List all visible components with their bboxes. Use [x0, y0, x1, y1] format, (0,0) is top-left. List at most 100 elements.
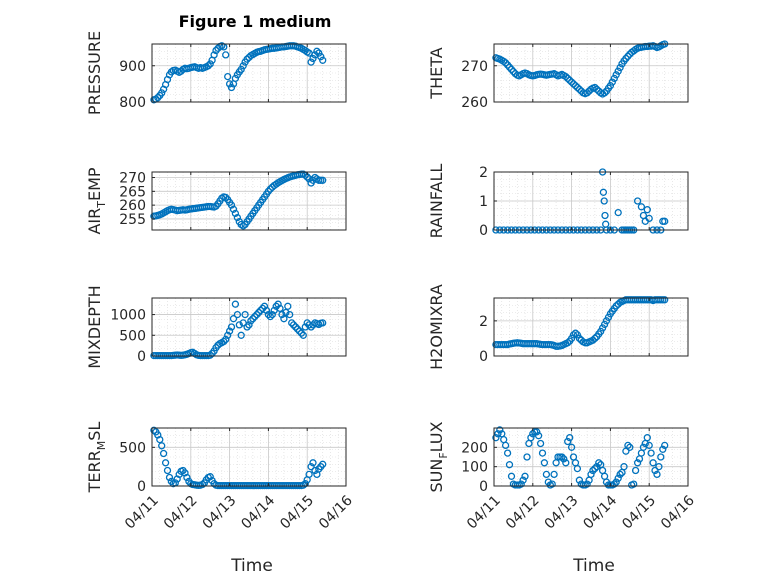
data-point: [566, 76, 574, 84]
data-point: [260, 302, 269, 310]
y-tick-label: 0: [137, 349, 146, 365]
data-point: [645, 441, 653, 450]
data-point: [220, 43, 228, 51]
data-point: [643, 434, 651, 442]
data-point: [212, 46, 220, 55]
y-tick-label: 2: [479, 165, 488, 181]
data-point: [239, 222, 247, 230]
data-point: [509, 67, 518, 76]
data-point: [604, 313, 613, 321]
y-tick-label: 0: [479, 479, 488, 495]
data-point: [227, 201, 236, 209]
data-point: [299, 331, 307, 339]
y-tick-label: 255: [119, 212, 146, 228]
y-axis-label: AIRTEMP: [85, 167, 108, 234]
data-point: [206, 351, 214, 359]
data-point: [631, 466, 640, 475]
data-point: [291, 323, 300, 331]
x-tick-label: 04/12: [503, 493, 543, 533]
data-point: [206, 60, 214, 68]
data-point: [591, 83, 599, 92]
data-point: [319, 56, 327, 64]
data-point: [231, 209, 240, 218]
data-point: [305, 470, 313, 479]
panel-pressure: 800 900 PRESSURE: [85, 31, 347, 115]
data-point: [307, 323, 315, 331]
data-point: [297, 329, 306, 337]
data-point: [501, 441, 510, 450]
data-point: [233, 310, 242, 319]
data-point: [227, 83, 236, 92]
x-tick-label: 04/16: [658, 493, 698, 533]
data-point: [564, 339, 572, 347]
data-point: [587, 470, 595, 479]
data-point: [307, 58, 315, 66]
y-tick-label: 100: [461, 460, 488, 476]
data-point: [657, 453, 665, 461]
axes-box: [151, 171, 347, 231]
data-point: [534, 432, 543, 440]
data-point: [573, 464, 582, 473]
data-point: [564, 437, 572, 446]
data-point: [517, 480, 525, 488]
data-point: [633, 197, 642, 205]
data-point: [161, 459, 170, 467]
data-point: [253, 310, 261, 319]
data-point: [567, 78, 576, 86]
data-point: [614, 208, 622, 217]
data-point: [659, 445, 667, 453]
data-point: [243, 55, 251, 63]
data-point: [494, 430, 502, 438]
data-point: [653, 470, 661, 479]
y-tick-label: 800: [119, 95, 146, 111]
data-point: [503, 449, 512, 457]
data-point: [220, 337, 228, 346]
data-point: [647, 449, 655, 457]
data-point: [562, 72, 570, 81]
data-point: [558, 453, 566, 461]
data-point: [319, 319, 327, 327]
data-point: [317, 53, 325, 61]
y-tick-label: 0: [479, 223, 488, 239]
data-point: [313, 47, 321, 55]
panel-theta: 260 270 THETA: [427, 40, 689, 111]
data-point: [222, 335, 230, 344]
data-point: [258, 304, 267, 313]
panel-rainfall: 0 1 2 RAINFALL: [427, 164, 689, 239]
y-tick-label: 270: [119, 171, 146, 187]
data-point: [163, 466, 172, 475]
x-tick-label: 04/11: [122, 493, 162, 533]
panel-mixdepth: 0 500 1000 MIXDEPTH: [85, 285, 347, 369]
data-point: [571, 459, 580, 467]
data-point: [264, 310, 273, 319]
data-point: [608, 78, 616, 86]
data-point: [591, 334, 599, 343]
data-point: [156, 435, 164, 444]
data-point: [567, 334, 576, 343]
axes-box: [151, 297, 347, 357]
data-point: [575, 85, 584, 93]
data-point: [624, 52, 632, 60]
data-point: [525, 439, 533, 448]
data-point: [229, 315, 238, 323]
data-point: [645, 214, 653, 223]
data-point: [282, 308, 290, 317]
axes-box: [151, 43, 347, 103]
data-point: [245, 321, 253, 329]
y-tick-label: 1000: [110, 308, 146, 324]
data-point: [255, 308, 263, 317]
y-axis-label: H2OMIXRA: [427, 284, 446, 370]
y-tick-label: 0: [137, 479, 146, 495]
x-tick-label: 04/16: [316, 493, 356, 533]
y-axis-label: THETA: [427, 47, 446, 99]
data-point: [319, 460, 327, 468]
data-point: [309, 459, 317, 467]
data-point: [542, 470, 551, 479]
data-point: [266, 185, 274, 193]
data-point: [289, 321, 298, 329]
data-point: [610, 480, 618, 488]
